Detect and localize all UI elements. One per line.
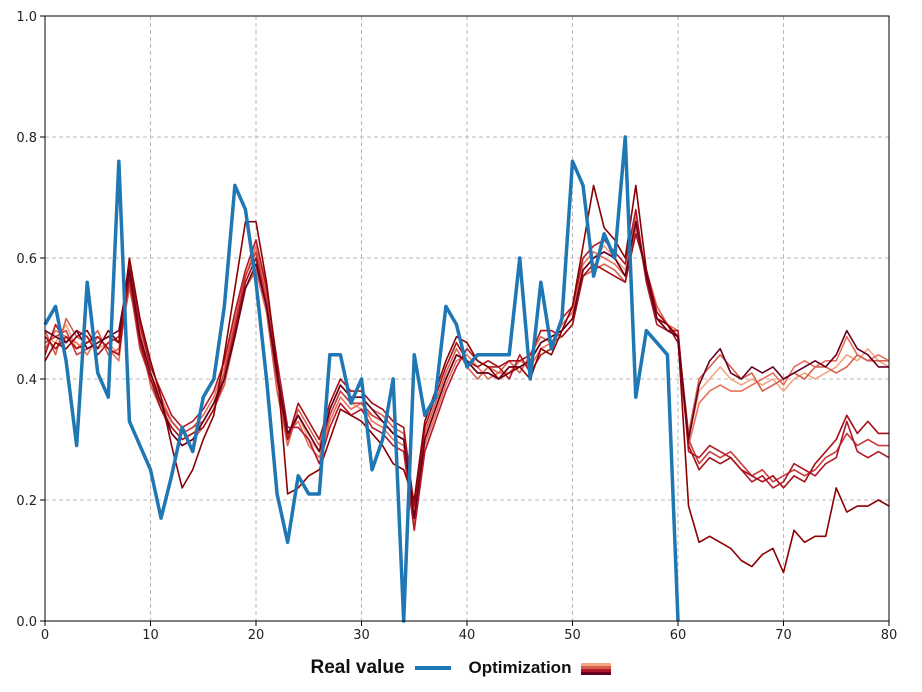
legend-item-optimization: Optimization — [469, 658, 612, 678]
x-tick-label: 20 — [248, 628, 265, 643]
y-tick-label: 0.8 — [16, 131, 37, 146]
legend-label-real: Real value — [310, 657, 405, 678]
legend-swatch-optimization — [581, 661, 612, 675]
x-tick-label: 10 — [142, 628, 159, 643]
plot-area — [43, 135, 890, 623]
x-axis: 0 10 20 30 40 50 60 70 80 — [41, 621, 897, 643]
legend-swatch-real — [414, 666, 451, 670]
legend-item-real: Real value — [311, 657, 451, 679]
x-tick-label: 70 — [775, 628, 792, 643]
line-chart: 0 10 20 30 40 50 60 70 80 0.0 0.2 0.4 0.6 0.8 1.0 — [16, 10, 897, 643]
x-tick-label: 80 — [881, 628, 898, 643]
legend: Real value Optimization — [0, 650, 922, 686]
optimization-series-line — [44, 208, 890, 532]
x-tick-label: 60 — [670, 628, 687, 643]
x-tick-label: 40 — [459, 628, 476, 643]
x-tick-label: 0 — [41, 628, 49, 643]
y-tick-label: 0.0 — [16, 615, 37, 630]
y-tick-label: 0.2 — [16, 494, 37, 509]
x-tick-label: 50 — [564, 628, 581, 643]
optimization-series-line — [44, 184, 890, 574]
grid-lines — [45, 16, 889, 621]
y-tick-label: 0.6 — [16, 252, 37, 267]
y-tick-label: 1.0 — [16, 10, 37, 25]
real-value-series-line — [43, 135, 680, 623]
y-axis: 0.0 0.2 0.4 0.6 0.8 1.0 — [16, 10, 45, 630]
x-tick-label: 30 — [353, 628, 370, 643]
legend-label-optimization: Optimization — [468, 658, 572, 677]
y-tick-label: 0.4 — [16, 373, 37, 388]
